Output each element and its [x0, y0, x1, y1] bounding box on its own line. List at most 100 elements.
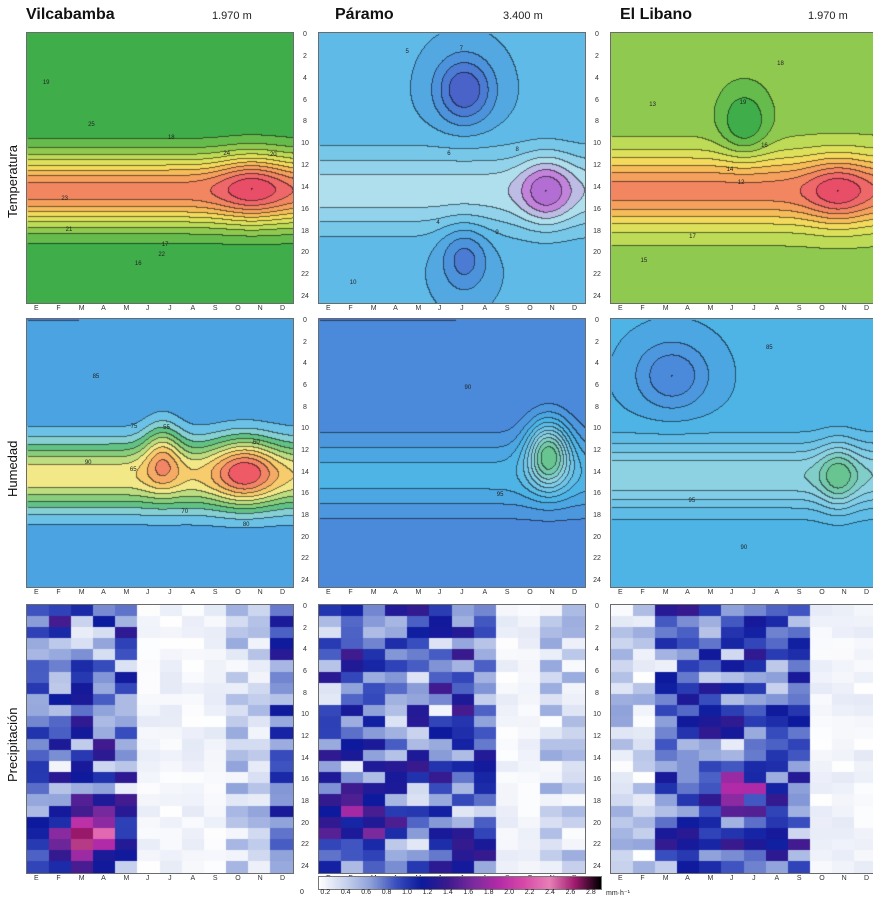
hour-tick: 10	[593, 140, 601, 148]
colorbar-tick: 0.8	[381, 889, 392, 896]
colorbar-tick: 0.6	[361, 889, 372, 896]
contour-label: 19	[739, 99, 747, 106]
month-tick: S	[796, 589, 802, 596]
hour-tick: 18	[301, 512, 309, 519]
hour-tick: 8	[595, 689, 599, 697]
contour-label: 5	[405, 49, 409, 56]
month-tick: O	[819, 875, 825, 882]
panel-temperature-2	[610, 32, 873, 304]
colorbar-tick: 1.0	[402, 889, 412, 896]
hour-tick: 6	[595, 96, 599, 104]
hour-tick: 2	[303, 338, 307, 346]
contour-label: 14	[726, 166, 734, 173]
month-tick: D	[864, 589, 870, 596]
hour-tick: 12	[301, 733, 309, 740]
month-tick: D	[864, 305, 870, 312]
contour-label: 21	[65, 226, 73, 233]
heatmap-precipitation-1	[319, 605, 585, 873]
month-tick: D	[572, 589, 578, 596]
month-tick: J	[729, 589, 734, 596]
hour-tick: 16	[593, 490, 601, 498]
month-tick: A	[482, 589, 488, 596]
hour-tick: 0	[595, 317, 599, 324]
hour-tick: 22	[593, 841, 601, 849]
hour-tick: 6	[595, 382, 599, 389]
hour-tick: 0	[303, 31, 307, 38]
hour-tick: 20	[593, 533, 601, 541]
hour-tick: 22	[301, 841, 309, 849]
heatmap-humidity-1	[319, 319, 585, 587]
hour-tick: 24	[593, 863, 601, 870]
hour-tick: 22	[301, 555, 309, 563]
row-label-precipitacion: Precipitación	[5, 707, 20, 782]
month-tick: D	[280, 875, 286, 882]
heatmap-precipitation-2	[611, 605, 873, 873]
month-tick: D	[572, 305, 578, 312]
hour-tick: 10	[593, 711, 601, 719]
month-tick: A	[190, 875, 196, 882]
month-tick: O	[819, 305, 825, 312]
month-tick: E	[326, 305, 331, 312]
hour-tick: 18	[593, 227, 601, 235]
hour-tick: 8	[595, 403, 599, 411]
month-tick: N	[257, 589, 263, 596]
contour-label: 17	[689, 234, 696, 241]
month-tick: J	[752, 305, 756, 312]
month-tick: A	[393, 589, 398, 596]
hour-tick: 20	[301, 533, 309, 541]
month-tick: J	[752, 589, 756, 596]
month-tick: J	[437, 589, 442, 596]
panel-precipitation-2	[610, 604, 873, 874]
station-name-vilcabamba: Vilcabamba	[26, 6, 115, 23]
contour-label: 80	[242, 522, 250, 529]
contour-label: 24	[223, 151, 231, 158]
station-name-el-libano: El Libano	[620, 6, 692, 23]
colorbar-tick: 2.4	[545, 889, 555, 896]
hour-tick: 8	[303, 689, 307, 697]
month-tick: M	[707, 875, 714, 882]
contour-label: 65	[129, 466, 137, 473]
hour-tick: 14	[301, 468, 309, 476]
contour-label: 18	[777, 60, 784, 67]
month-tick: M	[707, 305, 714, 312]
month-tick: N	[841, 589, 847, 596]
month-tick: J	[752, 875, 756, 882]
heatmap-humidity-0	[27, 319, 293, 587]
contour-label: 16	[134, 260, 142, 267]
contour-label: 13	[649, 102, 656, 109]
month-tick: N	[841, 875, 847, 882]
month-tick: N	[549, 305, 555, 312]
hour-tick: 8	[303, 118, 307, 126]
month-tick: D	[280, 589, 286, 596]
contour-label: 12	[737, 179, 745, 186]
hour-tick: 4	[303, 646, 307, 654]
hour-tick: 14	[593, 754, 601, 762]
month-tick: F	[56, 305, 61, 312]
month-tick: E	[618, 875, 623, 882]
month-tick: O	[235, 589, 241, 596]
hour-tick: 16	[593, 776, 601, 784]
heatmap-precipitation-0	[27, 605, 293, 873]
month-tick: E	[618, 589, 623, 596]
colorbar-tick: 0	[300, 889, 304, 896]
month-tick: S	[504, 589, 510, 596]
colorbar-tick: 0.4	[340, 889, 351, 896]
heatmap-humidity-2	[611, 319, 873, 587]
month-tick: O	[527, 305, 533, 312]
hour-tick: 10	[301, 711, 309, 719]
hour-tick: 10	[301, 425, 309, 433]
month-tick: O	[235, 305, 241, 312]
month-tick: O	[819, 589, 825, 596]
month-tick: A	[482, 305, 488, 312]
month-tick: F	[56, 875, 61, 882]
hour-tick: 12	[301, 447, 309, 454]
month-tick: A	[190, 305, 196, 312]
contour-label: 16	[761, 143, 768, 150]
month-tick: A	[393, 305, 398, 312]
month-tick: M	[415, 589, 422, 596]
month-tick: J	[168, 875, 172, 882]
hour-tick: 16	[301, 205, 309, 213]
contour-label: 10	[349, 279, 357, 286]
month-tick: J	[145, 875, 150, 882]
